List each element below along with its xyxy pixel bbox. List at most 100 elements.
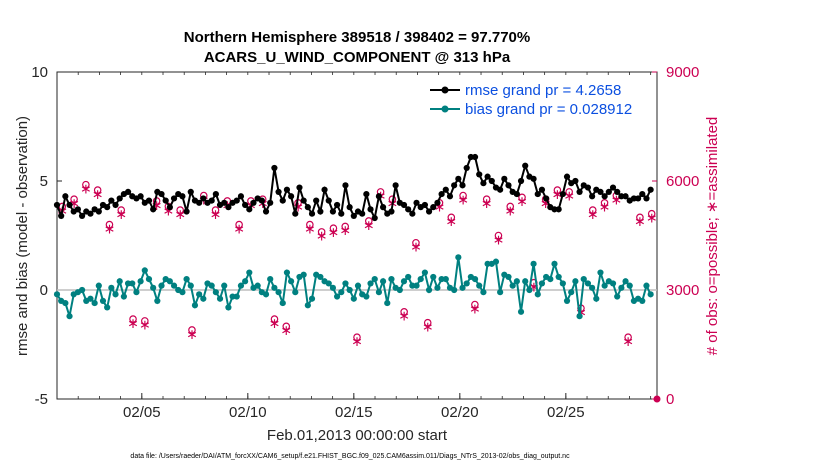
obs-assimilated-marker: ∗ (434, 200, 446, 216)
rmse-point (634, 195, 642, 202)
y-axis-label: rmse and bias (model - observation) (14, 116, 31, 356)
chart-title-line2: ACARS_U_WIND_COMPONENT @ 313 hPa (204, 49, 511, 66)
bias-point (505, 273, 512, 281)
bias-point (346, 286, 353, 294)
rmse-point (538, 186, 546, 193)
bias-point (614, 293, 621, 300)
bias-point (379, 278, 387, 285)
bias-point (208, 282, 215, 289)
rmse-point (187, 188, 194, 195)
series-layer (53, 153, 654, 320)
bias-point (129, 280, 136, 287)
bias-point (183, 276, 190, 283)
rmse-point (438, 190, 445, 198)
bias-point (317, 273, 324, 281)
rmse-point (471, 153, 479, 161)
rmse-point (350, 212, 357, 219)
rmse-point (124, 188, 132, 195)
bias-point (509, 282, 516, 289)
rmse-point (375, 193, 383, 200)
rmse-point (476, 171, 483, 178)
bias-point (325, 280, 332, 287)
bias-point (430, 273, 437, 281)
bias-point (534, 291, 541, 298)
obs-assimilated-marker: ∗ (233, 221, 245, 237)
obs-possible-marker (423, 318, 432, 327)
rmse-point (87, 210, 94, 217)
rmse-point (321, 186, 328, 193)
bias-point (137, 278, 144, 285)
rmse-point (271, 164, 278, 172)
bias-point (400, 278, 408, 285)
rmse-point (196, 199, 203, 206)
bias-point (246, 269, 253, 276)
rmse-point (304, 204, 311, 211)
obs-assimilated-marker: ∗ (504, 203, 516, 219)
bias-point (191, 302, 199, 309)
bias-point (62, 299, 69, 307)
obs-possible-marker (647, 209, 656, 218)
rmse-point (413, 199, 420, 206)
bias-point (233, 293, 240, 300)
rmse-point (66, 201, 73, 209)
bias-point (375, 289, 383, 296)
bias-point (639, 297, 646, 304)
obs-possible-marker (447, 213, 456, 222)
bias-point (563, 297, 571, 304)
rmse-point (379, 204, 387, 211)
obs-assimilated-marker: ∗ (269, 316, 281, 332)
rmse-point (392, 182, 399, 189)
rmse-point (275, 188, 282, 195)
rmse-point (242, 201, 249, 209)
rmse-point (589, 193, 596, 200)
rmse-point (614, 188, 621, 195)
rmse-point (221, 199, 228, 206)
obs-possible-marker (270, 315, 279, 323)
rmse-point (455, 175, 462, 182)
bias-point (262, 291, 270, 298)
bias-point (459, 284, 466, 291)
obs-assimilated-marker: ∗ (68, 196, 80, 212)
rmse-point (78, 212, 86, 219)
rmse-point (346, 204, 353, 211)
obs-assimilated-marker: ∗ (528, 280, 540, 296)
rmse-point (643, 195, 650, 202)
x-axis-label: Feb.01,2013 00:00:00 start (267, 427, 448, 444)
rmse-point (597, 188, 604, 195)
obs-possible-marker (82, 180, 90, 189)
obs-zero-marker (653, 395, 661, 403)
bias-point (242, 278, 249, 285)
bias-point (342, 280, 349, 287)
rmse-point (405, 206, 412, 213)
bias-point (425, 286, 433, 294)
y-tick-label: 0 (40, 282, 48, 299)
bias-point (551, 260, 558, 267)
obs-possible-marker (400, 307, 408, 316)
obs-possible-marker (471, 300, 479, 309)
y2-tick-label: 6000 (666, 173, 699, 190)
bias-point (145, 276, 153, 283)
bias-point (626, 282, 633, 289)
rmse-point (212, 190, 219, 198)
plot-area (56, 71, 658, 400)
rmse-point (108, 197, 115, 204)
rmse-point (409, 210, 416, 217)
obs-assimilated-marker: ∗ (516, 194, 528, 210)
bias-point (384, 299, 391, 307)
bias-point (338, 289, 345, 296)
bias-point (200, 295, 207, 302)
bias-point (463, 280, 470, 287)
bias-point (576, 313, 583, 320)
rmse-point (170, 195, 178, 202)
obs-possible-marker (624, 333, 632, 342)
bias-point (371, 276, 378, 283)
obs-assimilated-marker: ∗ (139, 318, 151, 334)
rmse-point (647, 186, 654, 193)
obs-assimilated-marker: ∗ (292, 200, 304, 216)
rmse-point (258, 197, 265, 204)
bias-point (643, 282, 650, 289)
obs-assimilated-marker: ∗ (422, 320, 434, 336)
rmse-point (104, 204, 111, 211)
bias-point (572, 278, 579, 285)
obs-assimilated-marker: ∗ (316, 229, 328, 245)
